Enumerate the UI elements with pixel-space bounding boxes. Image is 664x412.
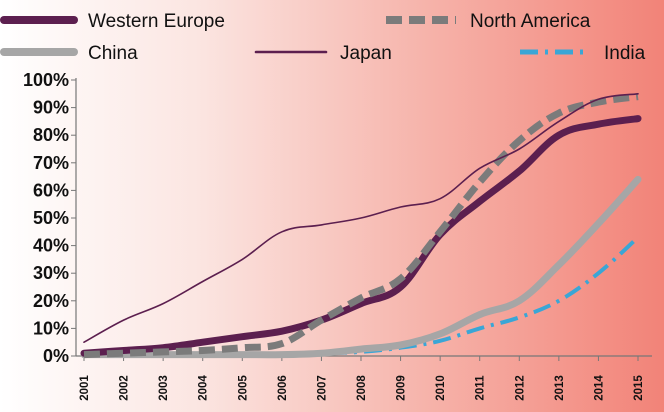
series-line-western-europe (80, 115, 642, 357)
x-tick-label: 2015 (633, 375, 645, 401)
axes: 0% 10% 20% 30% 40% 50% 60% 70% 80% 90% 100% 2001 200… (23, 70, 652, 401)
y-tick-label: 80% (33, 125, 69, 145)
y-tick-label: 60% (33, 180, 69, 200)
series-layer (80, 93, 642, 359)
series-line-india (84, 235, 640, 357)
x-tick-label: 2012 (514, 375, 526, 401)
y-tick-label: 40% (33, 236, 69, 256)
legend-label: Japan (340, 43, 392, 64)
y-tick-label: 10% (33, 318, 69, 338)
y-tick-label: 50% (33, 208, 69, 228)
x-tick-label: 2004 (198, 375, 210, 401)
x-tick-label: 2003 (158, 375, 170, 401)
x-tick-label: 2001 (79, 375, 91, 401)
legend-item-japan: Japan (254, 43, 392, 64)
x-tick-label: 2008 (356, 375, 368, 401)
legend-label: India (604, 43, 646, 64)
legend-label: Western Europe (88, 11, 225, 32)
x-tick-label: 2005 (237, 375, 249, 401)
x-tick-label: 2002 (119, 375, 131, 401)
series-line-japan (83, 93, 639, 343)
x-tick-label: 2007 (316, 375, 328, 401)
y-tick-label: 20% (33, 291, 69, 311)
legend-label: China (88, 43, 138, 64)
legend-item-western-europe: Western Europe (0, 11, 225, 32)
y-tick-label: 70% (33, 153, 69, 173)
x-tick-label: 2010 (435, 375, 447, 401)
y-tick-label: 100% (23, 70, 69, 90)
series-line-china (80, 175, 642, 359)
y-tick-label: 30% (33, 263, 69, 283)
series-line-north-america (83, 93, 639, 359)
legend-label: North America (470, 11, 591, 32)
legend-item-india: India (520, 43, 646, 64)
x-tick-label: 2006 (277, 375, 289, 401)
y-tick-label: 0% (43, 346, 69, 366)
legend: Western Europe North America China Japan Ind… (0, 11, 646, 64)
legend-item-north-america: North America (386, 11, 591, 32)
x-tick-label: 2013 (554, 375, 566, 401)
x-tick-label: 2009 (396, 375, 408, 401)
y-tick-label: 90% (33, 98, 69, 118)
x-tick-label: 2011 (475, 375, 487, 401)
legend-item-china: China (0, 43, 138, 64)
x-tick-label: 2014 (593, 375, 605, 401)
